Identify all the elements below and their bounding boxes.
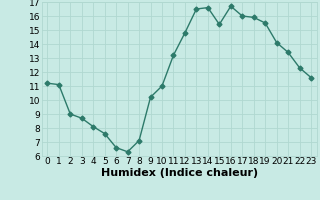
X-axis label: Humidex (Indice chaleur): Humidex (Indice chaleur) <box>100 168 258 178</box>
